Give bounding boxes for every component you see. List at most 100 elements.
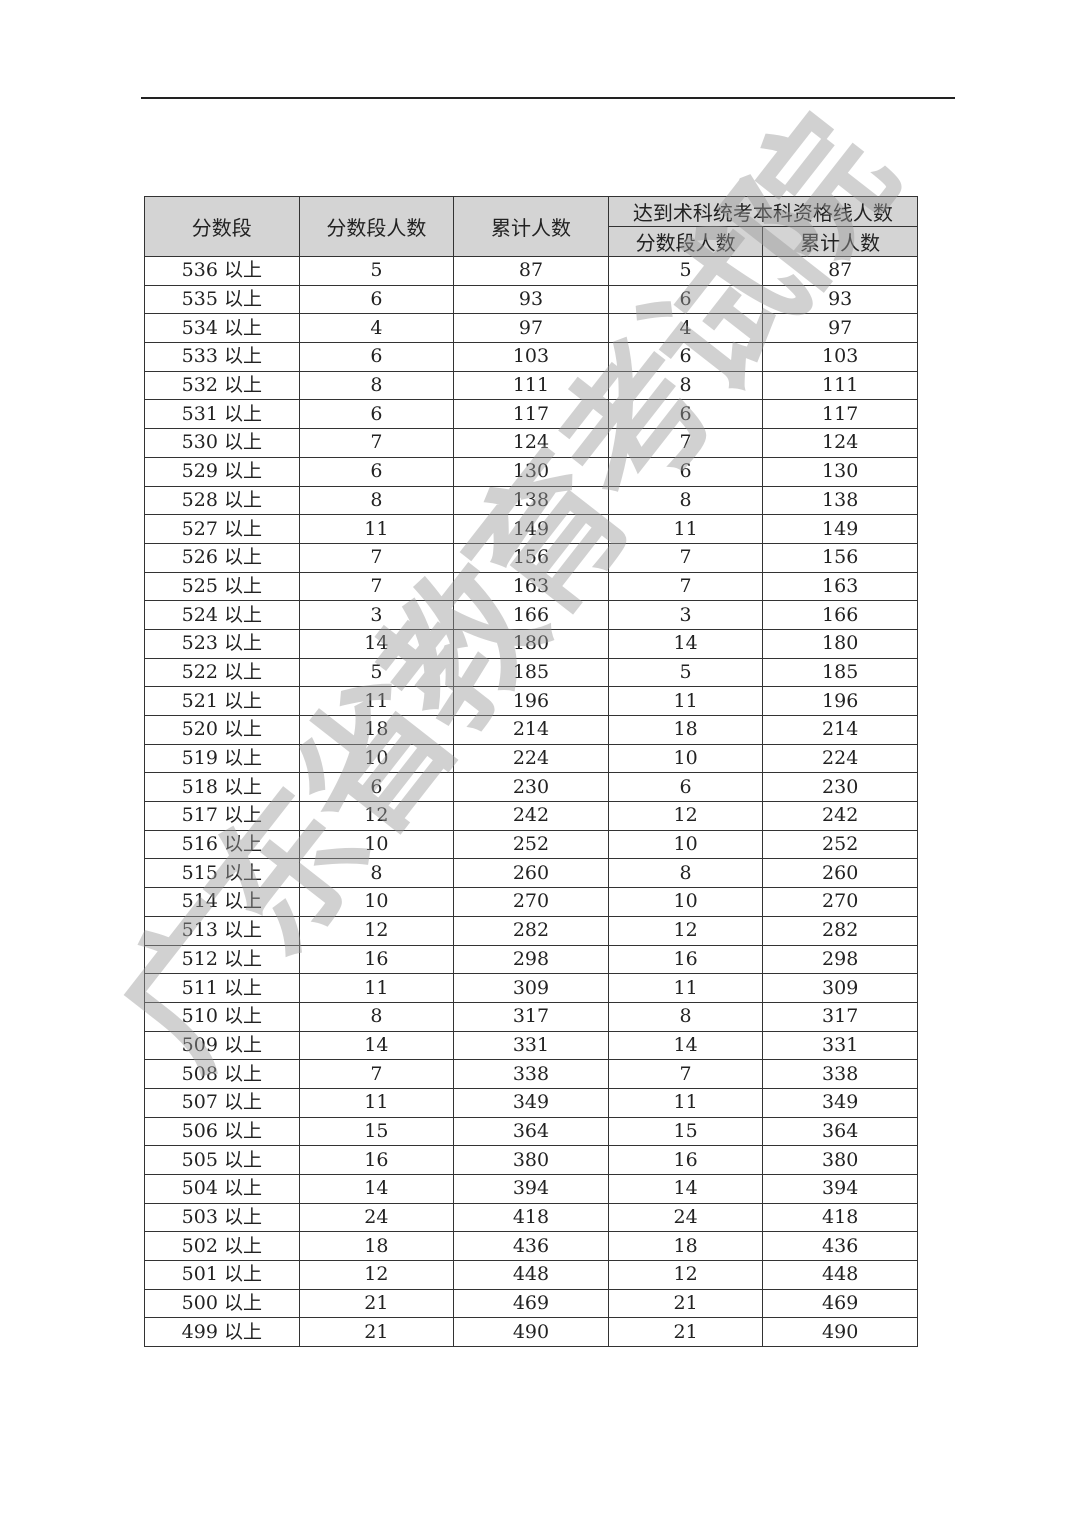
cell-band-count: 5 <box>298 256 455 286</box>
table-row: 514 以上 10 270 10 270 <box>144 887 918 917</box>
table-row: 521 以上 11 196 11 196 <box>144 686 918 716</box>
cell-qualified-band-count: 24 <box>607 1202 764 1233</box>
table-row: 515 以上 8 260 8 260 <box>144 858 918 889</box>
cell-score-band: 534 以上 <box>144 313 300 344</box>
cell-qualified-cumulative: 117 <box>762 399 918 430</box>
cell-qualified-cumulative: 138 <box>762 485 918 516</box>
cell-score-band: 531 以上 <box>144 399 300 430</box>
cell-qualified-band-count: 6 <box>607 399 764 430</box>
cell-band-count: 10 <box>298 743 455 774</box>
cell-band-count: 18 <box>298 1231 455 1262</box>
table-row: 501 以上 12 448 12 448 <box>144 1260 918 1290</box>
table-row: 527 以上 11 149 11 149 <box>144 514 918 544</box>
cell-qualified-cumulative: 103 <box>762 342 918 372</box>
cell-qualified-band-count: 18 <box>607 1231 764 1262</box>
cell-cumulative: 93 <box>453 284 609 315</box>
cell-cumulative: 282 <box>453 915 609 946</box>
cell-band-count: 18 <box>298 715 455 745</box>
table-row: 506 以上 15 364 15 364 <box>144 1116 918 1147</box>
cell-band-count: 21 <box>298 1317 455 1348</box>
cell-qualified-band-count: 10 <box>607 829 764 860</box>
table-row: 534 以上 4 97 4 97 <box>144 313 918 344</box>
table-row: 517 以上 12 242 12 242 <box>144 801 918 831</box>
cell-qualified-cumulative: 270 <box>762 887 918 917</box>
cell-score-band: 535 以上 <box>144 284 300 315</box>
table-row: 528 以上 8 138 8 138 <box>144 485 918 516</box>
cell-qualified-cumulative: 156 <box>762 542 918 573</box>
cell-qualified-band-count: 10 <box>607 743 764 774</box>
table-row: 499 以上 21 490 21 490 <box>144 1317 918 1348</box>
cell-qualified-band-count: 14 <box>607 1030 764 1061</box>
cell-band-count: 8 <box>298 370 455 401</box>
cell-qualified-band-count: 21 <box>607 1288 764 1319</box>
cell-qualified-band-count: 18 <box>607 715 764 745</box>
cell-cumulative: 111 <box>453 370 609 401</box>
cell-score-band: 521 以上 <box>144 686 300 716</box>
table-row: 511 以上 11 309 11 309 <box>144 973 918 1003</box>
cell-qualified-cumulative: 338 <box>762 1059 918 1089</box>
cell-qualified-band-count: 21 <box>607 1317 764 1348</box>
cell-cumulative: 185 <box>453 657 609 688</box>
cell-band-count: 21 <box>298 1288 455 1319</box>
cell-qualified-cumulative: 349 <box>762 1087 918 1118</box>
cell-band-count: 16 <box>298 944 455 975</box>
table-row: 509 以上 14 331 14 331 <box>144 1030 918 1061</box>
table-row: 510 以上 8 317 8 317 <box>144 1001 918 1032</box>
cell-cumulative: 349 <box>453 1087 609 1118</box>
cell-qualified-cumulative: 331 <box>762 1030 918 1061</box>
cell-qualified-cumulative: 111 <box>762 370 918 401</box>
cell-band-count: 15 <box>298 1116 455 1147</box>
cell-qualified-band-count: 5 <box>607 256 764 286</box>
cell-qualified-cumulative: 214 <box>762 715 918 745</box>
cell-cumulative: 124 <box>453 428 609 458</box>
cell-qualified-cumulative: 196 <box>762 686 918 716</box>
cell-score-band: 523 以上 <box>144 628 300 659</box>
cell-cumulative: 138 <box>453 485 609 516</box>
cell-score-band: 505 以上 <box>144 1145 300 1175</box>
cell-score-band: 532 以上 <box>144 370 300 401</box>
cell-band-count: 14 <box>298 628 455 659</box>
cell-cumulative: 230 <box>453 772 609 803</box>
cell-cumulative: 448 <box>453 1260 609 1290</box>
cell-qualified-cumulative: 364 <box>762 1116 918 1147</box>
cell-band-count: 12 <box>298 915 455 946</box>
table-body: 536 以上 5 87 5 87 535 以上 6 93 6 93 534 以上 4 97 4 97 533 … <box>144 256 918 1348</box>
cell-score-band: 530 以上 <box>144 428 300 458</box>
header-group-qualified: 达到术科统考本科资格线人数 <box>607 196 918 227</box>
cell-qualified-band-count: 6 <box>607 772 764 803</box>
cell-cumulative: 117 <box>453 399 609 430</box>
table-row: 533 以上 6 103 6 103 <box>144 342 918 372</box>
cell-band-count: 11 <box>298 973 455 1003</box>
cell-score-band: 510 以上 <box>144 1001 300 1032</box>
cell-cumulative: 270 <box>453 887 609 917</box>
cell-band-count: 11 <box>298 514 455 544</box>
cell-score-band: 504 以上 <box>144 1174 300 1204</box>
cell-qualified-band-count: 7 <box>607 1059 764 1089</box>
table-row: 524 以上 3 166 3 166 <box>144 600 918 630</box>
cell-cumulative: 317 <box>453 1001 609 1032</box>
cell-score-band: 506 以上 <box>144 1116 300 1147</box>
cell-cumulative: 180 <box>453 628 609 659</box>
cell-score-band: 533 以上 <box>144 342 300 372</box>
cell-qualified-cumulative: 282 <box>762 915 918 946</box>
cell-qualified-cumulative: 97 <box>762 313 918 344</box>
cell-band-count: 6 <box>298 456 455 487</box>
cell-score-band: 499 以上 <box>144 1317 300 1348</box>
table-row: 513 以上 12 282 12 282 <box>144 915 918 946</box>
table-row: 516 以上 10 252 10 252 <box>144 829 918 860</box>
cell-qualified-band-count: 12 <box>607 915 764 946</box>
cell-score-band: 508 以上 <box>144 1059 300 1089</box>
cell-qualified-band-count: 6 <box>607 456 764 487</box>
cell-score-band: 517 以上 <box>144 801 300 831</box>
cell-qualified-cumulative: 230 <box>762 772 918 803</box>
cell-qualified-cumulative: 418 <box>762 1202 918 1233</box>
cell-cumulative: 331 <box>453 1030 609 1061</box>
table-row: 526 以上 7 156 7 156 <box>144 542 918 573</box>
cell-qualified-band-count: 16 <box>607 944 764 975</box>
cell-qualified-cumulative: 469 <box>762 1288 918 1319</box>
cell-qualified-band-count: 12 <box>607 801 764 831</box>
table-row: 536 以上 5 87 5 87 <box>144 256 918 286</box>
cell-band-count: 14 <box>298 1174 455 1204</box>
header-group-band-count: 分数段人数 <box>607 226 764 257</box>
cell-cumulative: 149 <box>453 514 609 544</box>
